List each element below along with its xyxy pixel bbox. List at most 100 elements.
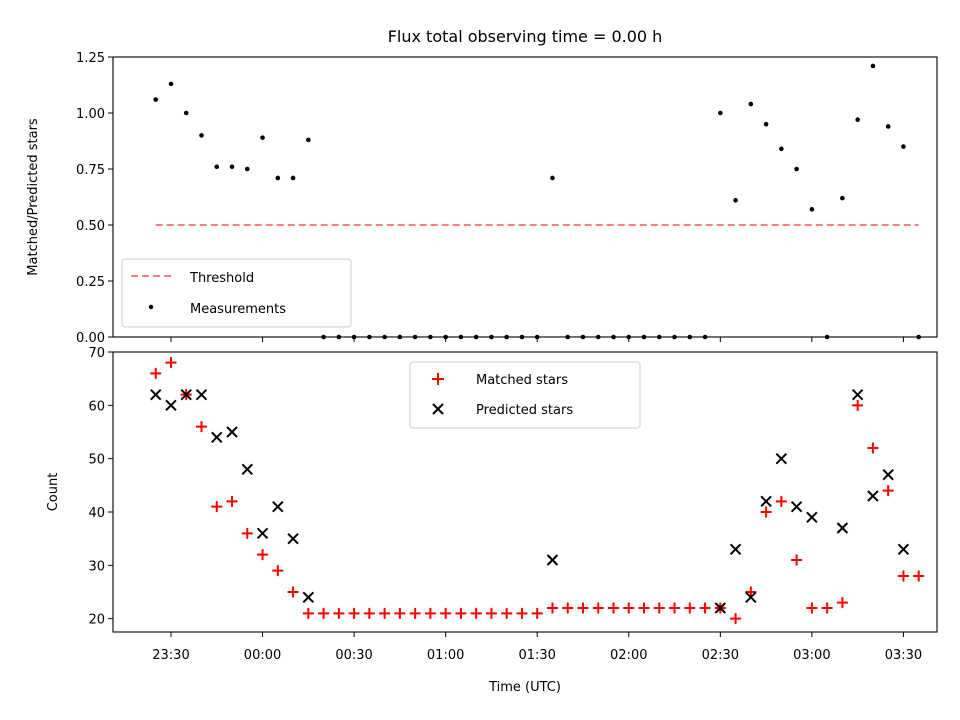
bottom-y-tick-label: 40 [88,506,105,521]
matched-star-point [211,501,223,513]
measurement-point [748,101,754,107]
measurement-point [199,133,204,138]
top-y-axis-label: Matched/Predicted stars [26,118,41,276]
bottom-x-tick-label: 02:00 [610,648,647,663]
matched-legend-swatch [432,373,444,385]
bottom-x-tick-label: 03:30 [885,648,922,663]
matched-star-point [897,570,909,582]
measurement-point [244,166,250,172]
matched-star-point [592,602,604,614]
matched-star-point [272,565,284,577]
predicted-star-point [165,399,177,412]
matched-star-point [760,506,772,518]
predicted-star-point [760,495,772,508]
measurement-point [229,164,235,170]
predicted-star-point [745,591,757,604]
matched-star-point [836,597,848,609]
matched-star-point [608,602,620,614]
bottom-y-tick-label: 30 [88,559,105,574]
top-y-axis: 0.00 0.25 0.50 0.75 1.00 1.25 [76,51,113,346]
matched-star-point [562,602,574,614]
top-y-tick-label: 1.00 [76,107,105,122]
predicted-star-point [226,426,238,438]
matched-star-point [485,607,497,619]
predicted-legend-label: Predicted stars [476,403,573,418]
bottom-x-tick-label: 00:00 [244,648,281,663]
matched-star-point [302,607,314,619]
predicted-star-point [256,527,269,540]
bottom-x-tick-label: 01:00 [427,648,464,663]
measurement-point [214,164,220,170]
matched-star-point [333,607,345,619]
predicted-legend-swatch [432,403,444,415]
measurement-point [733,198,738,203]
top-y-tick-label: 0.50 [76,219,105,234]
matched-star-point [852,399,864,411]
measurement-point [763,121,769,127]
predicted-star-point [851,388,864,401]
measurements-legend-label: Measurements [190,302,286,317]
measurement-point [840,195,845,201]
bottom-x-tick-label: 23:30 [152,648,189,663]
measurement-point [260,135,265,140]
measurement-point [153,97,159,102]
measurement-point [855,117,860,123]
matched-star-point [257,549,269,561]
predicted-star-point [775,452,788,465]
predicted-star-point [836,522,849,534]
matched-star-point [882,485,894,497]
predicted-star-point [302,591,315,604]
threshold-legend-label: Threshold [189,271,254,286]
bottom-x-tick-label: 00:30 [335,648,372,663]
matched-star-point [791,554,803,566]
bottom-y-tick-label: 20 [88,613,105,628]
bottom-y-tick-label: 70 [88,346,105,361]
matched-star-point [546,602,558,614]
bottom-legend: Matched stars Predicted stars [409,361,641,429]
matched-star-point [577,602,589,614]
top-y-tick-label: 1.25 [76,51,105,66]
top-panel: 0.00 0.25 0.50 0.75 1.00 1.25 Matched/Predict… [26,51,938,346]
matched-star-point [653,602,665,614]
predicted-star-point [241,463,253,476]
predicted-star-point [867,490,879,502]
bottom-x-tick-label: 03:00 [793,648,830,663]
measurement-point [779,146,784,152]
predicted-star-point [211,431,223,444]
measurement-point [870,63,876,69]
measurement-point [809,207,815,212]
bottom-x-tick-label: 01:30 [518,648,555,663]
bottom-x-axis-label: Time (UTC) [488,680,561,695]
measurement-point [275,175,281,181]
top-axes-frame [112,56,938,338]
predicted-star-point [272,500,284,513]
bottom-panel: 20 30 40 50 60 70 23:30 00:00 00:30 01:00 01:30 02… [46,346,938,695]
predicted-star-point [180,388,192,401]
measurement-point [168,81,174,87]
matched-star-point [806,602,818,614]
measurement-point [718,110,723,116]
top-plot-area [153,63,921,340]
matched-star-point [455,607,467,619]
matched-star-point [730,613,742,625]
predicted-star-point [790,500,803,513]
measurement-point [885,124,891,129]
measurement-point [794,166,799,172]
predicted-star-point [882,468,894,481]
top-legend: Threshold Measurements [121,258,352,328]
predicted-star-point [546,554,559,566]
matched-star-point [165,357,177,369]
matched-star-point [745,586,757,598]
matched-star-point [394,607,406,619]
top-y-tick-label: 0.75 [76,163,105,178]
measurement-point [290,175,296,181]
bottom-y-axis-label: Count [46,473,61,512]
matched-star-point [348,607,360,619]
measurement-point [901,144,906,149]
bottom-y-axis: 20 30 40 50 60 70 [88,346,113,628]
matched-star-point [775,495,787,507]
matched-star-point [379,607,391,619]
bottom-axes-frame [112,351,938,633]
matched-star-point [821,602,833,614]
